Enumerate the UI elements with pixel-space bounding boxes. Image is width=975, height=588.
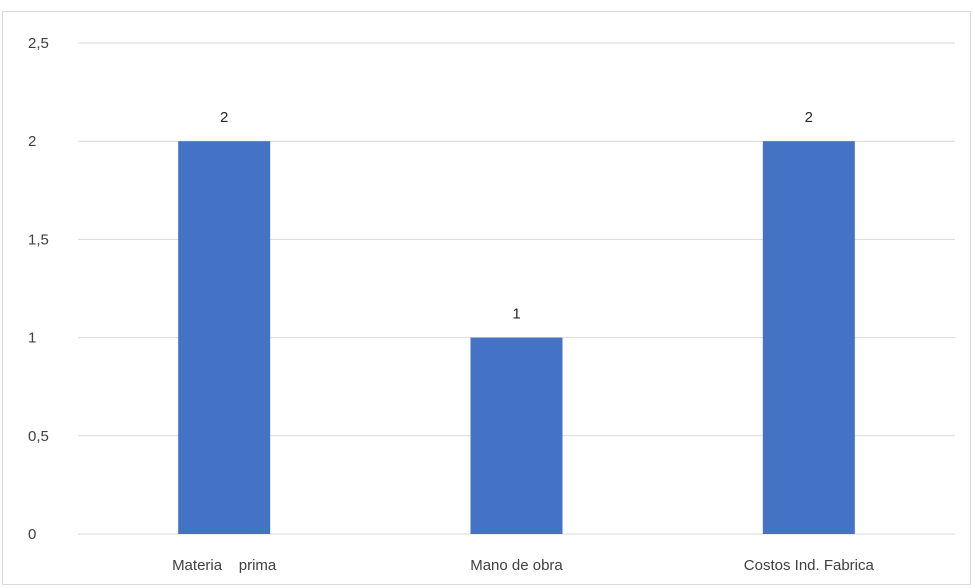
bar	[470, 337, 563, 534]
y-axis-ticks: 0 0,5 1 1,5 2 2,5	[28, 35, 49, 543]
data-label: 2	[220, 109, 228, 126]
category-label: Costos Ind. Fabrica	[744, 557, 875, 574]
bar	[762, 141, 855, 534]
y-tick-label: 2,5	[28, 35, 49, 52]
y-tick-label: 2	[28, 133, 36, 150]
bars	[178, 141, 855, 534]
y-tick-label: 0	[28, 526, 36, 543]
category-label: Materia prima	[172, 557, 277, 574]
data-label: 2	[805, 109, 813, 126]
y-tick-label: 1,5	[28, 231, 49, 248]
data-labels: 2 1 2	[220, 109, 813, 322]
bar	[178, 141, 271, 534]
data-label: 1	[512, 306, 520, 323]
y-tick-label: 0,5	[28, 428, 49, 445]
category-label: Mano de obra	[470, 557, 563, 574]
y-tick-label: 1	[28, 330, 36, 347]
x-axis-categories: Materia prima Mano de obra Costos Ind. Fab…	[172, 557, 874, 574]
